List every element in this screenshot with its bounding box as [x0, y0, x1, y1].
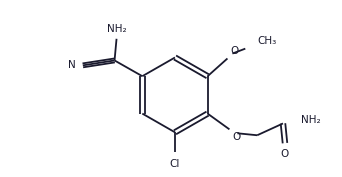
Text: O: O [281, 149, 289, 159]
Text: Cl: Cl [170, 159, 180, 169]
Text: O: O [233, 132, 241, 142]
Text: N: N [68, 60, 76, 70]
Text: NH₂: NH₂ [301, 115, 320, 124]
Text: NH₂: NH₂ [107, 24, 126, 34]
Text: O: O [231, 45, 239, 56]
Text: CH₃: CH₃ [257, 36, 276, 46]
